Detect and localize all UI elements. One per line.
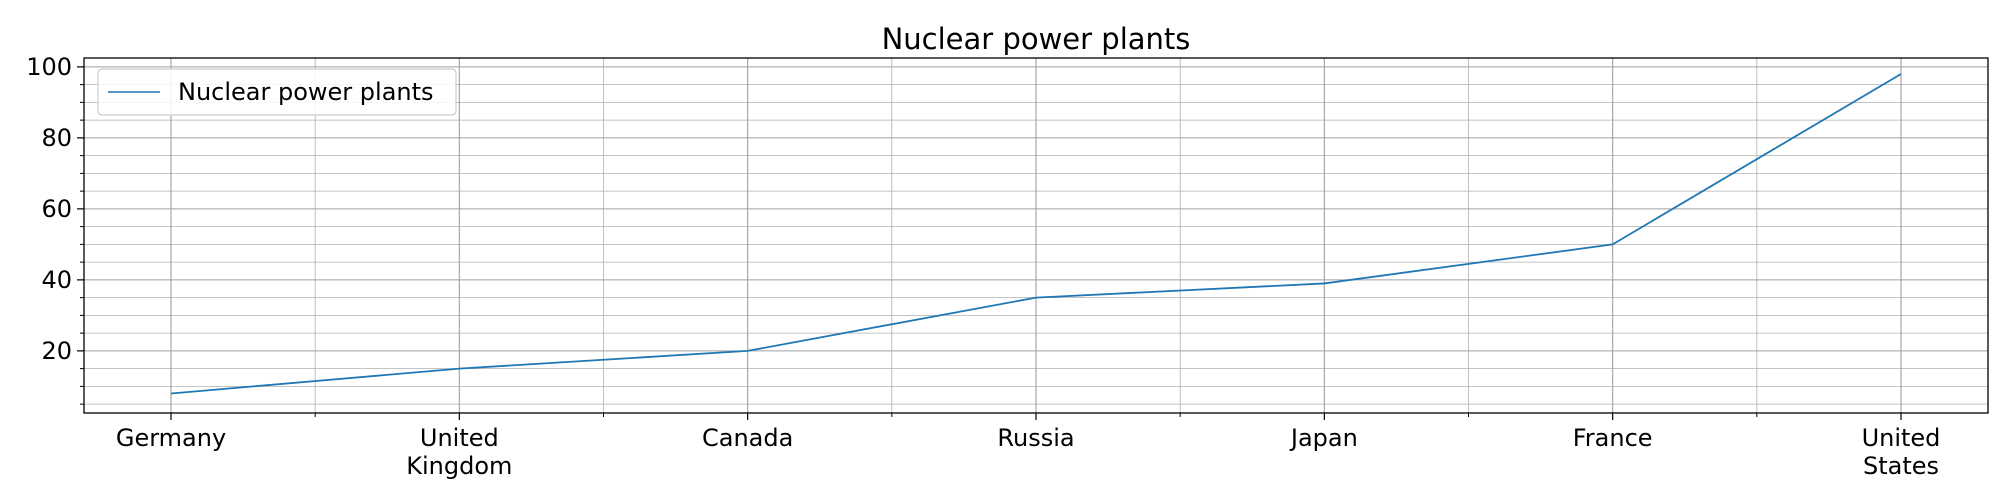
x-tick-label: Russia <box>997 424 1074 452</box>
y-tick-label: 20 <box>41 337 72 365</box>
series-layer <box>170 73 1902 395</box>
legend-label: Nuclear power plants <box>178 78 434 106</box>
x-tick-label: France <box>1573 424 1653 452</box>
x-tick-label: United States <box>1862 424 1941 480</box>
x-tick-label: Japan <box>1289 424 1358 452</box>
y-tick-label: 60 <box>41 195 72 223</box>
x-tick-label: Canada <box>702 424 793 452</box>
y-tick-label: 40 <box>41 266 72 294</box>
chart-title: Nuclear power plants <box>882 22 1191 56</box>
series-line <box>170 73 1902 395</box>
x-tick-label: United Kingdom <box>406 424 512 480</box>
legend-box <box>97 68 457 116</box>
y-tick-label: 80 <box>41 124 72 152</box>
axis-ticks: Germany United Kingdom Canada Russia Japan Fra… <box>26 53 1940 480</box>
legend: Nuclear power plants <box>97 68 457 116</box>
y-tick-label: 100 <box>26 53 72 81</box>
x-tick-label: Germany <box>116 424 226 452</box>
grid <box>84 58 1988 413</box>
